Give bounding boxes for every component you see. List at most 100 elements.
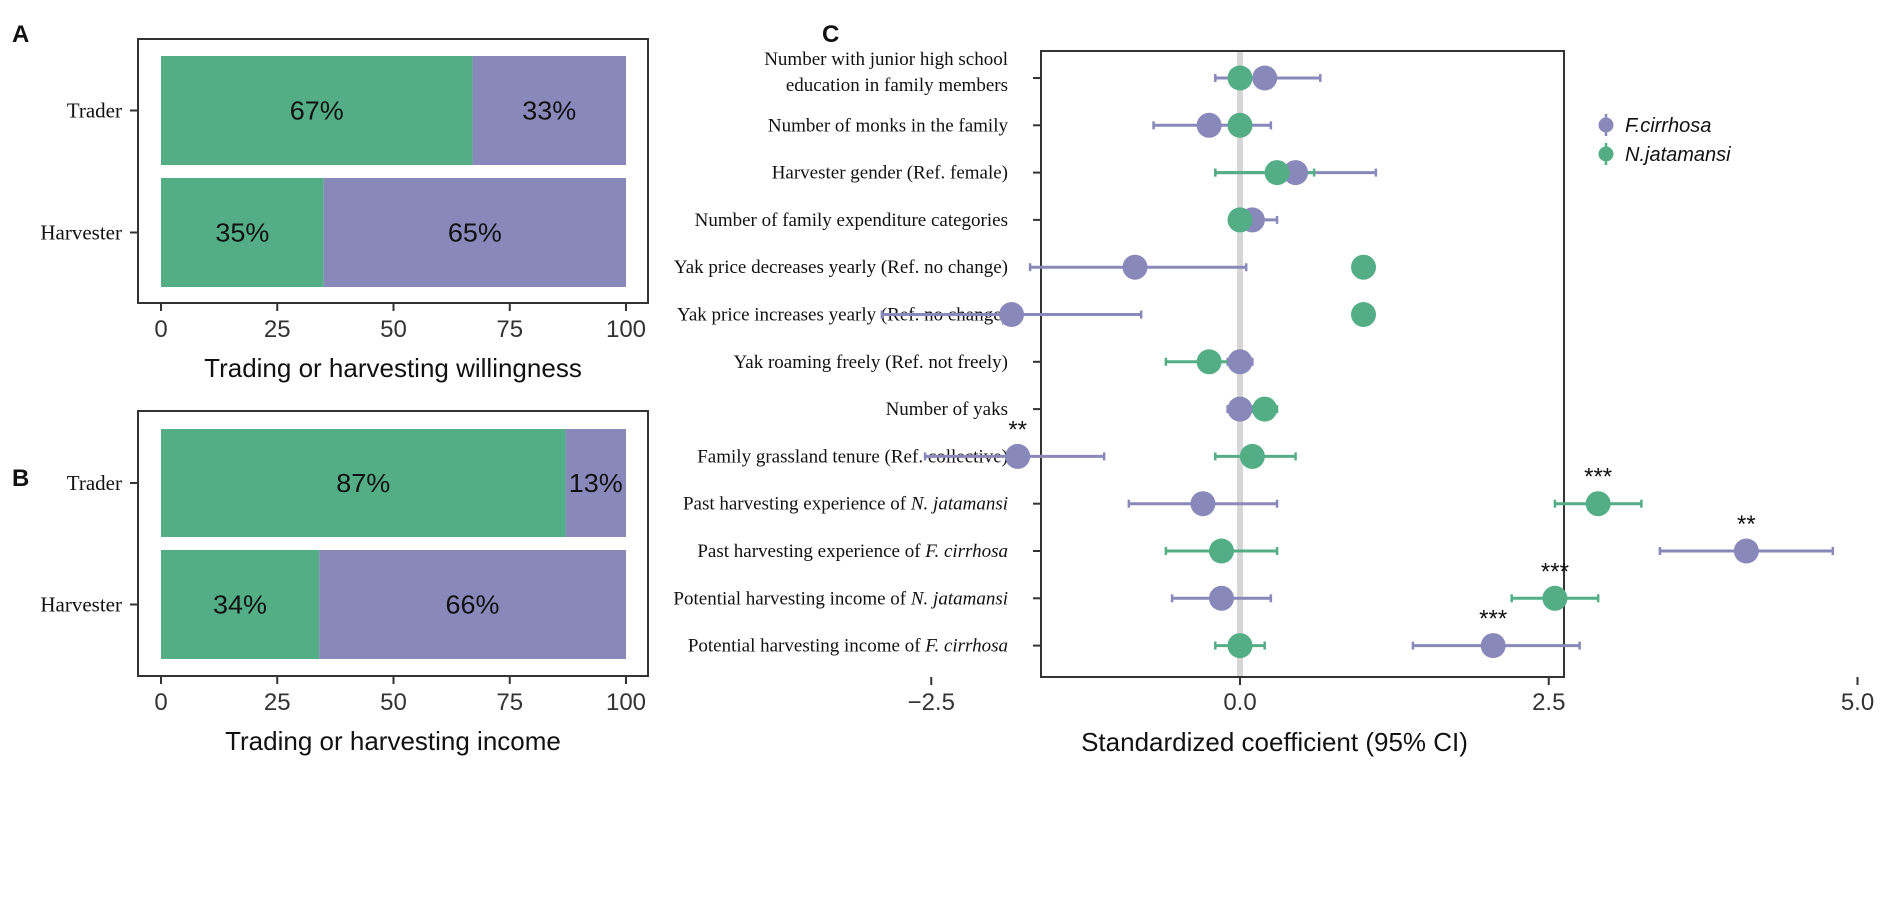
y-tick-label: Harvester [40, 221, 122, 245]
bar-harvester-purple [323, 178, 626, 287]
point-n-jatamansi [1351, 254, 1376, 280]
point-n-jatamansi [1239, 443, 1265, 469]
bar-trader-green [161, 56, 473, 165]
x-tick-label: 2.5 [1532, 689, 1565, 716]
x-tick-label: 0 [154, 316, 167, 343]
y-tick-label: Potential harvesting income of N. jatama… [673, 588, 1008, 609]
x-tick-label: 0.0 [1223, 689, 1256, 716]
y-tick-label: Yak roaming freely (Ref. not freely) [733, 352, 1008, 373]
legend-label: N.jatamansi [1625, 144, 1731, 166]
y-tick-label: Harvester gender (Ref. female) [772, 163, 1008, 184]
x-axis-title: Trading or harvesting income [225, 726, 561, 756]
legend-label: F.cirrhosa [1625, 115, 1711, 137]
y-tick-label-text: Past harvesting experience of [697, 541, 925, 562]
y-tick-label: Potential harvesting income of F. cirrho… [688, 636, 1008, 657]
legend-key-point [1598, 117, 1614, 133]
data-label: 34% [213, 590, 267, 620]
legend-key-point [1598, 146, 1614, 162]
data-label: 33% [522, 96, 576, 126]
significance-marker: *** [1541, 558, 1569, 585]
point-n-jatamansi [1542, 585, 1568, 611]
y-tick-label: Family grassland tenure (Ref. collective… [697, 446, 1008, 467]
x-tick-label: −2.5 [908, 689, 955, 716]
bar-trader-green [161, 429, 566, 537]
x-tick-label: 5.0 [1841, 689, 1874, 716]
x-tick-label: 25 [264, 689, 291, 716]
bar-harvester-purple [319, 550, 626, 659]
x-tick-label: 25 [264, 316, 291, 343]
bar-trader-purple [472, 56, 626, 165]
y-tick-label: education in family members [786, 75, 1008, 96]
point-f-cirrhosa [1208, 585, 1234, 611]
y-tick-label-species: F. cirrhosa [924, 636, 1008, 657]
plot-frame [1040, 50, 1565, 678]
x-axis-title: Standardized coefficient (95% CI) [1081, 727, 1468, 757]
panel-letter-a: A [12, 21, 29, 48]
bar-harvester-green [161, 178, 324, 287]
point-n-jatamansi [1227, 65, 1253, 91]
y-tick-label-species: F. cirrhosa [924, 541, 1008, 562]
data-label: 66% [446, 590, 500, 620]
point-n-jatamansi [1585, 491, 1611, 517]
point-f-cirrhosa [1005, 443, 1031, 469]
y-tick-label-text: Number of yaks [886, 399, 1008, 420]
y-tick-label: Number of yaks [886, 399, 1008, 420]
y-tick-label: Harvester [40, 593, 122, 617]
point-f-cirrhosa [1122, 254, 1148, 280]
y-tick-label-text: Yak roaming freely (Ref. not freely) [733, 352, 1008, 373]
y-tick-label-text: Number of monks in the family [768, 115, 1009, 136]
x-axis-title: Trading or harvesting willingness [204, 353, 582, 383]
bar-harvester-green [161, 550, 320, 659]
data-label: 67% [290, 96, 344, 126]
point-n-jatamansi [1196, 349, 1222, 375]
significance-marker: ** [1008, 416, 1027, 443]
point-n-jatamansi [1227, 207, 1253, 233]
y-tick-label-species: N. jatamansi [910, 588, 1008, 609]
data-label: 35% [215, 218, 269, 248]
x-tick-label: 100 [606, 689, 646, 716]
y-tick-label: Number of family expenditure categories [695, 210, 1008, 231]
data-label: 87% [336, 468, 390, 498]
x-tick-label: 75 [496, 689, 523, 716]
y-tick-label-text: Potential harvesting income of [673, 588, 910, 609]
point-f-cirrhosa [1190, 491, 1216, 517]
y-tick-label: Past harvesting experience of N. jataman… [683, 494, 1008, 515]
point-f-cirrhosa [1480, 633, 1506, 659]
x-tick-label: 50 [380, 689, 407, 716]
y-tick-label-text: Past harvesting experience of [683, 494, 911, 515]
y-tick-label: Yak price decreases yearly (Ref. no chan… [674, 257, 1008, 278]
x-tick-label: 75 [496, 316, 523, 343]
y-tick-label-text: Yak price decreases yearly (Ref. no chan… [674, 257, 1008, 278]
y-tick-label: Trader [67, 471, 122, 495]
point-f-cirrhosa [1227, 349, 1253, 375]
y-tick-label-species: N. jatamansi [910, 494, 1008, 515]
y-tick-label-text: Potential harvesting income of [688, 636, 925, 657]
point-f-cirrhosa [1733, 538, 1759, 564]
point-f-cirrhosa [1196, 112, 1222, 138]
data-label: 13% [569, 468, 623, 498]
point-f-cirrhosa [1283, 160, 1309, 186]
panel-letter-c: C [822, 21, 839, 48]
point-n-jatamansi [1208, 538, 1234, 564]
point-n-jatamansi [1227, 112, 1253, 138]
y-tick-label-text: Yak price increases yearly (Ref. no chan… [677, 305, 1008, 326]
y-tick-label: Number with junior high school [764, 49, 1008, 70]
bar-trader-purple [565, 429, 626, 537]
y-tick-label-text: Number of family expenditure categories [695, 210, 1008, 231]
y-tick-label: Trader [67, 99, 122, 123]
significance-marker: ** [1737, 511, 1756, 538]
y-tick-label-text: Harvester gender (Ref. female) [772, 163, 1008, 184]
point-f-cirrhosa [1227, 396, 1253, 422]
panel-letter-b: B [12, 465, 29, 492]
x-tick-label: 50 [380, 316, 407, 343]
point-n-jatamansi [1351, 302, 1376, 327]
significance-marker: *** [1479, 606, 1507, 633]
point-n-jatamansi [1264, 160, 1290, 186]
y-tick-label: Number of monks in the family [768, 115, 1009, 136]
point-f-cirrhosa [1252, 65, 1278, 91]
panel-a: 67% 33% Trader 35% 65% Harvester 0 25 50 75 100 Tra… [40, 38, 649, 383]
y-tick-label-text: Family grassland tenure (Ref. collective… [697, 446, 1008, 467]
panel-b: 87% 13% Trader 34% 66% Harvester 0 25 50 75 100 Tra… [40, 410, 649, 756]
x-tick-label: 100 [606, 316, 646, 343]
